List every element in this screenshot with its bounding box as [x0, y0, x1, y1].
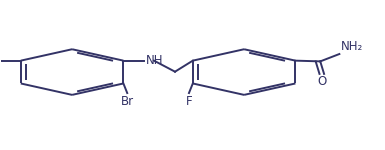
Text: NH₂: NH₂ — [341, 40, 363, 53]
Text: Br: Br — [121, 94, 134, 108]
Text: F: F — [186, 94, 192, 108]
Text: O: O — [318, 75, 327, 88]
Text: NH: NH — [146, 54, 163, 67]
